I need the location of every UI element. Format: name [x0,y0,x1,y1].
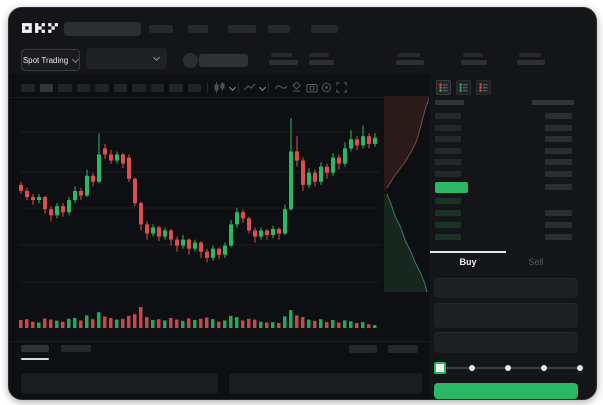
search-input[interactable] [64,22,141,36]
timeframe-button[interactable] [187,84,201,92]
buy-button[interactable] [434,383,578,399]
slider-tick[interactable] [505,365,511,371]
fullscreen-icon[interactable] [336,82,347,93]
orderbook-ask-price[interactable] [435,171,461,177]
slider-handle[interactable] [434,362,446,374]
orderbook-amount-bar[interactable] [545,124,572,131]
app-window: Spot Trading [8,7,597,400]
chart-option[interactable] [388,345,418,353]
coin-icon [183,53,198,68]
orderbook-amount-bar[interactable] [545,147,572,154]
chart-tab[interactable] [61,345,91,352]
orderbook-amount-bar[interactable] [545,210,572,216]
orderbook-amount-bar[interactable] [545,222,572,228]
amount-input[interactable] [434,303,578,328]
bottom-panel[interactable] [21,373,218,394]
nav-item[interactable] [311,25,338,33]
timeframe-button[interactable] [169,84,183,92]
buy-tab-indicator [430,251,506,253]
buy-tab[interactable]: Buy [459,257,477,267]
orderbook-amount-bar [545,184,572,190]
orderbook-trade-panel: Buy Sell [430,74,596,399]
candle-style-icon[interactable] [214,82,226,93]
slider-tick[interactable] [541,365,547,371]
candlestick-chart[interactable] [19,108,381,340]
nav-item[interactable] [149,25,173,33]
timeframe-button[interactable] [95,84,109,92]
chart-option[interactable] [349,345,377,353]
orderbook-bid-price[interactable] [435,222,461,228]
okx-logo[interactable] [22,23,58,33]
orderbook-amount-bar[interactable] [545,234,572,240]
line-tool-icon[interactable] [275,82,287,93]
indicators-icon[interactable] [244,82,256,93]
orderbook-bid-price[interactable] [435,198,461,204]
price-input[interactable] [434,278,578,298]
orderbook-bid-price[interactable] [435,234,461,240]
chart-tab-active[interactable] [21,345,49,352]
orderbook-ask-price[interactable] [435,113,461,119]
orderbook-amount-bar[interactable] [545,159,572,166]
nav-item[interactable] [188,25,208,33]
pair-dropdown[interactable] [86,48,167,69]
active-tab-underline [21,358,49,360]
orderbook-ask-price[interactable] [435,124,461,131]
settings-icon[interactable] [321,82,332,93]
orderbook-amount-bar[interactable] [545,113,572,119]
nav-item[interactable] [228,25,256,33]
book-all-icon[interactable] [436,80,451,95]
orderbook-header-price [435,100,464,105]
chevron-down-icon [72,55,80,63]
timeframe-button[interactable] [150,84,164,92]
timeframe-button[interactable] [76,84,90,92]
book-asks-icon[interactable] [476,80,491,95]
orderbook-ask-price[interactable] [435,136,461,143]
slider-tick[interactable] [469,365,475,371]
orderbook-ask-price[interactable] [435,147,461,154]
sell-tab[interactable]: Sell [528,257,544,267]
timeframe-button[interactable] [132,84,146,92]
slider-tick[interactable] [577,365,583,371]
book-bids-icon[interactable] [456,80,471,95]
chart-panel [9,74,430,399]
timeframe-button[interactable] [21,84,35,92]
orderbook-ask-price[interactable] [435,159,461,166]
timeframe-button[interactable] [113,84,127,92]
camera-icon[interactable] [306,82,318,93]
action-button[interactable] [199,54,248,67]
orderbook-amount-bar[interactable] [545,171,572,177]
orderbook-header-amount [532,100,574,105]
timeframe-button[interactable] [39,84,53,92]
bottom-panel[interactable] [229,373,422,394]
market-type-label: Spot Trading [22,55,69,65]
nav-item[interactable] [268,25,290,33]
market-type-dropdown[interactable]: Spot Trading [21,49,80,71]
total-input[interactable] [434,332,578,353]
draw-icon[interactable] [291,82,302,93]
orderbook-bid-price[interactable] [435,210,461,216]
depth-chart [384,96,429,293]
timeframe-button[interactable] [58,84,72,92]
last-price-badge[interactable] [435,182,468,193]
chevron-down-icon [152,53,161,62]
orderbook-amount-bar[interactable] [545,136,572,143]
